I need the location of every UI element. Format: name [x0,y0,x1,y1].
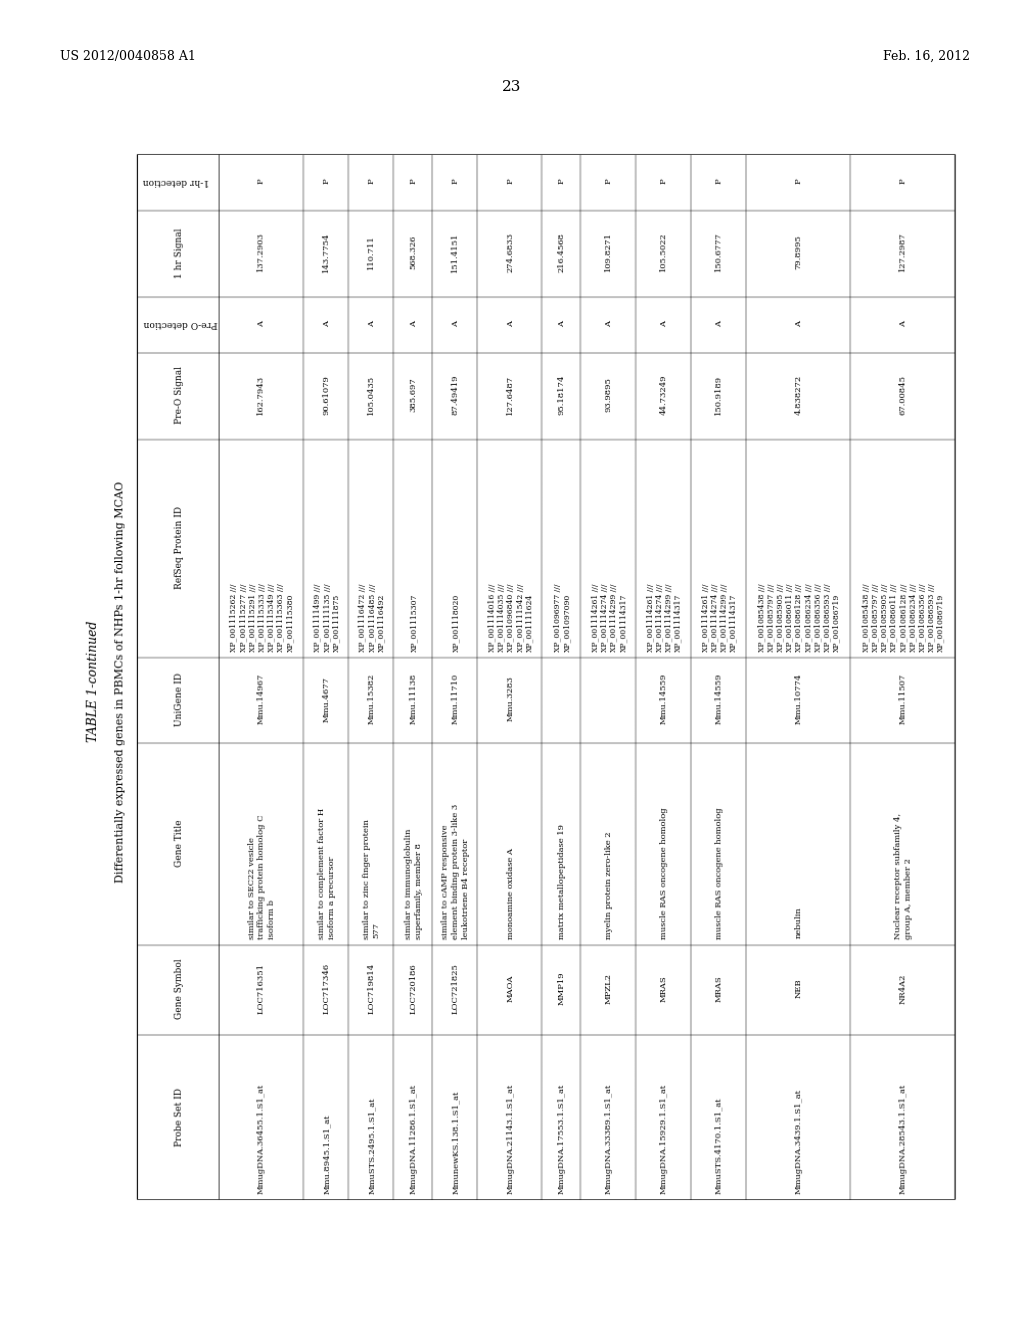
Text: US 2012/0040858 A1: US 2012/0040858 A1 [60,50,196,63]
Text: 23: 23 [503,81,521,94]
Text: Feb. 16, 2012: Feb. 16, 2012 [883,50,970,63]
